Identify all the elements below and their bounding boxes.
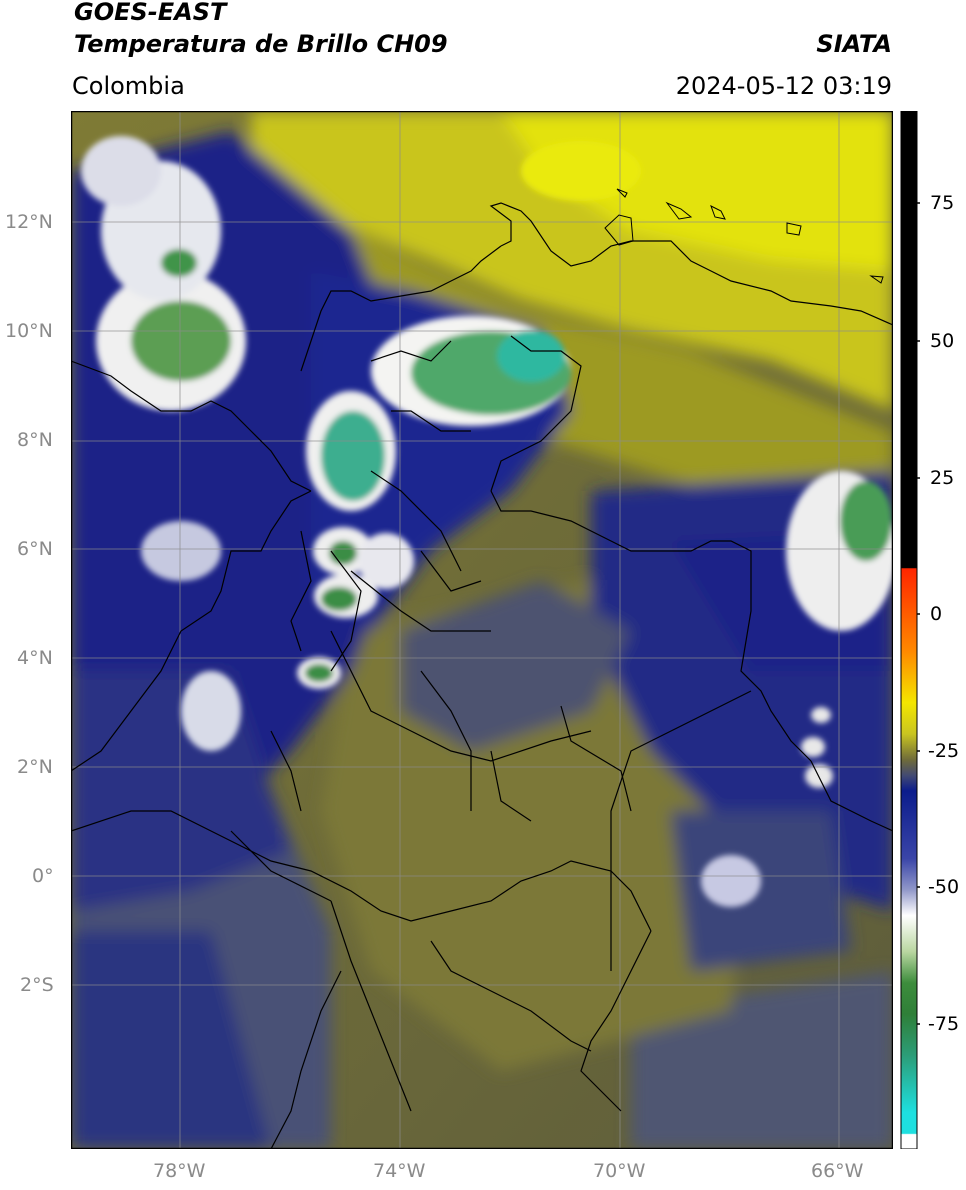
lat-label-2s: 2°S: [20, 974, 54, 996]
lat-label-0: 0°: [32, 865, 54, 887]
colorbar-tick-minus75: -75: [928, 1013, 960, 1035]
lat-label-6n: 6°N: [17, 538, 53, 560]
brightness-temperature-map: [71, 111, 893, 1149]
colorbar: [900, 111, 920, 1149]
colorbar-tick-25: 25: [930, 467, 955, 489]
colorbar-tick-0: 0: [930, 603, 943, 625]
satellite-title: GOES-EAST: [74, 0, 227, 26]
colorbar-tick-75: 75: [930, 192, 955, 214]
region-label: Colombia: [72, 72, 185, 100]
lat-label-2n: 2°N: [17, 756, 53, 778]
graticule: [71, 111, 893, 1149]
cold-cloud-tops: [81, 136, 893, 907]
lat-label-4n: 4°N: [17, 647, 53, 669]
colorbar-tick-minus25: -25: [928, 740, 960, 762]
island-outlines: [604, 188, 884, 284]
product-title: Temperatura de Brillo CH09: [74, 30, 448, 58]
colorbar-tick-50: 50: [930, 330, 955, 352]
lon-label-74w: 74°W: [373, 1160, 426, 1182]
lon-label-78w: 78°W: [153, 1160, 206, 1182]
colorbar-gradient: [900, 111, 918, 1149]
lat-label-8n: 8°N: [17, 429, 53, 451]
lon-label-66w: 66°W: [811, 1160, 864, 1182]
lat-label-12n: 12°N: [5, 211, 53, 233]
colorbar-tick-minus50: -50: [928, 876, 960, 898]
datetime-label: 2024-05-12 03:19: [675, 72, 892, 100]
lon-label-70w: 70°W: [593, 1160, 646, 1182]
map-frame: [71, 111, 893, 1149]
source-label: SIATA: [816, 30, 892, 58]
country-borders: [71, 202, 893, 1149]
lat-label-10n: 10°N: [5, 320, 53, 342]
